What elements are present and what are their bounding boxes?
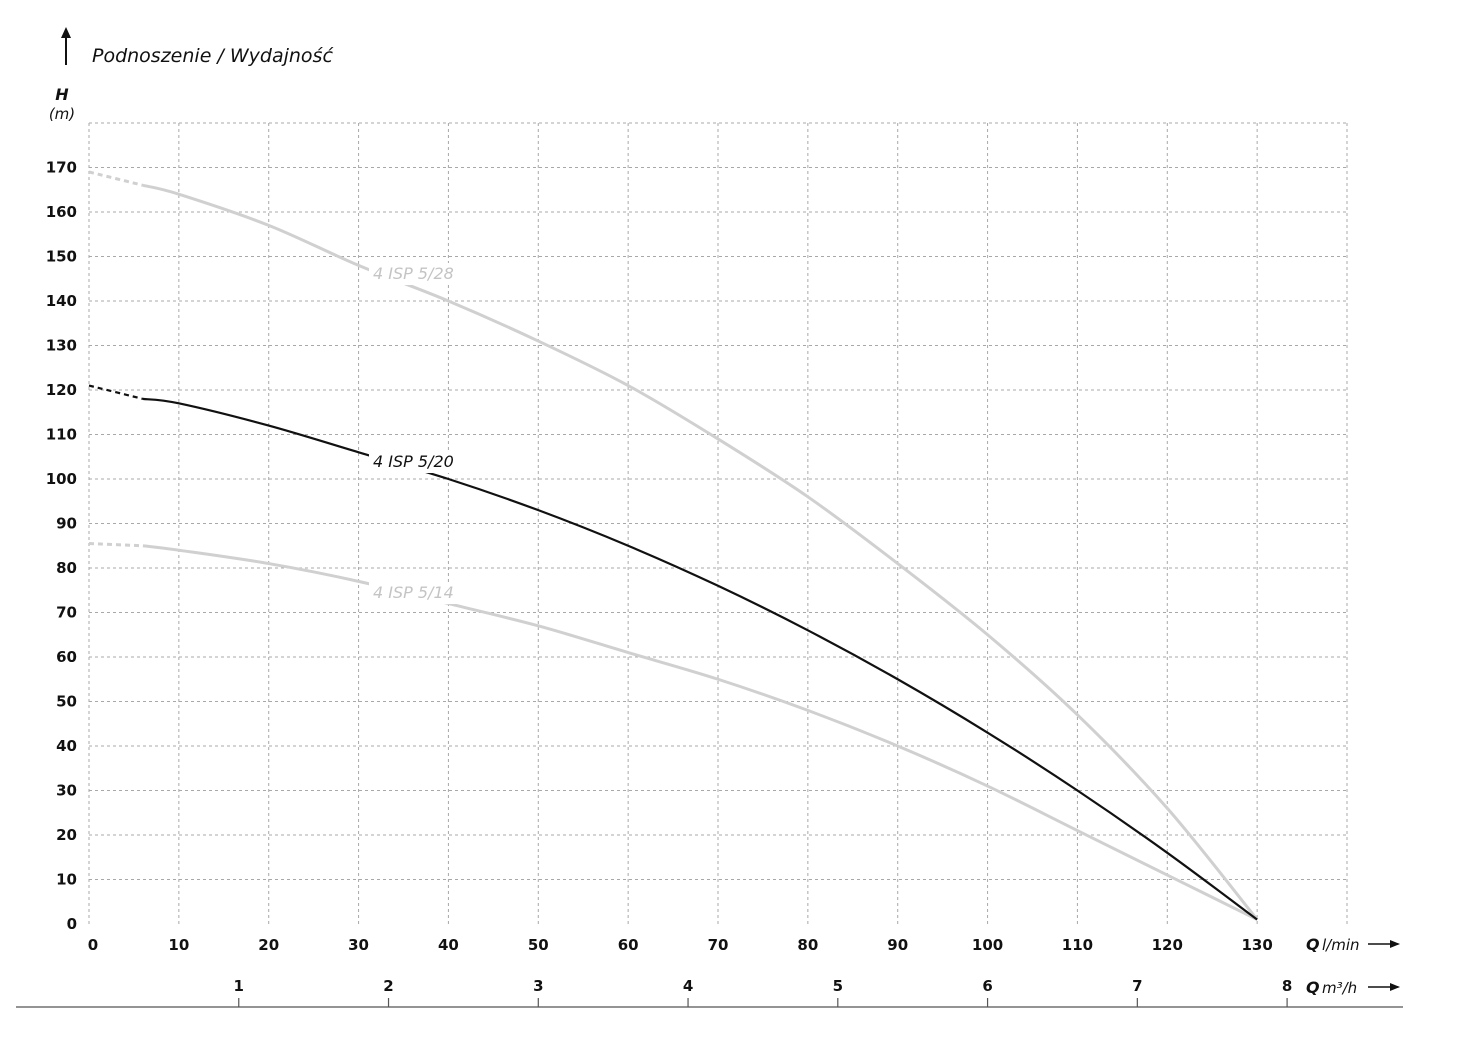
x-tick-label: 130 (1241, 936, 1272, 954)
x-tick-label: 70 (708, 936, 729, 954)
x2-tick-label: 3 (533, 977, 543, 995)
x2-tick-label: 5 (833, 977, 843, 995)
y-tick-label: 150 (46, 248, 77, 266)
x-tick-label: 110 (1062, 936, 1093, 954)
y-tick-label: 0 (67, 915, 77, 933)
y-tick-label: 10 (56, 871, 77, 889)
y-tick-label: 60 (56, 648, 77, 666)
x-tick-label: 30 (348, 936, 369, 954)
y-tick-label: 110 (46, 426, 77, 444)
x-tick-label: 60 (618, 936, 639, 954)
curve-label-backdrop (369, 582, 459, 604)
x-tick-label: 40 (438, 936, 459, 954)
curve-dashed-segment (88, 170, 144, 187)
title-arrow-icon (61, 27, 71, 65)
y-tick-label: 130 (46, 337, 77, 355)
x-tick-label: 20 (258, 936, 279, 954)
y-axis-unit: (m) (49, 105, 75, 123)
curve-label-backdrop (369, 451, 459, 473)
y-tick-label: 40 (56, 737, 77, 755)
x2-tick-label: 7 (1132, 977, 1142, 995)
y-tick-labels: 0 10 20 30 40 50 60 70 80 90 100 110 120 130 140 150 160… (46, 159, 77, 934)
x2-tick-label: 1 (234, 977, 244, 995)
x2-tick-label: 6 (982, 977, 992, 995)
curve-line (142, 183, 1259, 921)
y-tick-label: 30 (56, 782, 77, 800)
x-axis-label: Q (1306, 935, 1320, 954)
x-axis-unit: l/min (1322, 936, 1360, 954)
x-tick-label: 90 (887, 936, 908, 954)
x-axis-arrow-icon (1368, 940, 1400, 948)
curve-dashed-segment (88, 384, 144, 400)
x-tick-label: 0 (88, 936, 98, 954)
y-tick-label: 100 (46, 470, 77, 488)
x2-axis-label: Q (1306, 978, 1320, 997)
y-tick-label: 20 (56, 826, 77, 844)
x2-tick-label: 2 (383, 977, 393, 995)
grid (88, 122, 1348, 924)
y-axis-label: H (55, 85, 69, 104)
curve-label: 4 ISP 5/20 (373, 452, 454, 471)
x-tick-label: 10 (168, 936, 189, 954)
x2-axis-unit: m³/h (1322, 979, 1357, 997)
x2-tick-label: 8 (1282, 977, 1292, 995)
x2-tick-labels: 1 2 3 4 5 6 7 8 (234, 977, 1292, 1007)
curve-label-backdrop (369, 263, 459, 285)
x2-tick-label: 4 (683, 977, 693, 995)
y-tick-label: 140 (46, 292, 77, 310)
y-tick-label: 50 (56, 693, 77, 711)
y-tick-label: 160 (46, 203, 77, 221)
y-tick-label: 90 (56, 515, 77, 533)
y-tick-label: 120 (46, 381, 77, 399)
chart-title: Podnoszenie / Wydajność (92, 45, 334, 67)
curve-dashed-segment (88, 542, 143, 548)
curve-label: 4 ISP 5/28 (373, 264, 454, 283)
curve-line (142, 397, 1258, 921)
y-tick-label: 70 (56, 604, 77, 622)
x-tick-label: 80 (797, 936, 818, 954)
x-tick-label: 50 (528, 936, 549, 954)
x-tick-label: 120 (1152, 936, 1183, 954)
x-tick-label: 100 (972, 936, 1003, 954)
curve-label: 4 ISP 5/14 (373, 583, 454, 602)
performance-curves: 4 ISP 5/28 4 ISP 5/14 4 ISP 5/20 (88, 170, 1259, 921)
x-tick-labels: 0 10 20 30 40 50 60 70 80 90 100 110 120 130 (88, 936, 1273, 954)
y-tick-label: 170 (46, 159, 77, 177)
y-tick-label: 80 (56, 559, 77, 577)
x2-axis-arrow-icon (1368, 983, 1400, 991)
curve-line (142, 544, 1258, 921)
